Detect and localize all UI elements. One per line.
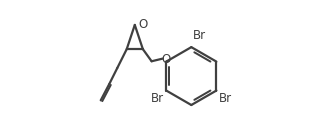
Text: Br: Br xyxy=(219,92,232,105)
Text: O: O xyxy=(138,18,148,31)
Text: Br: Br xyxy=(193,29,206,42)
Text: Br: Br xyxy=(150,92,164,105)
Text: O: O xyxy=(161,53,171,66)
